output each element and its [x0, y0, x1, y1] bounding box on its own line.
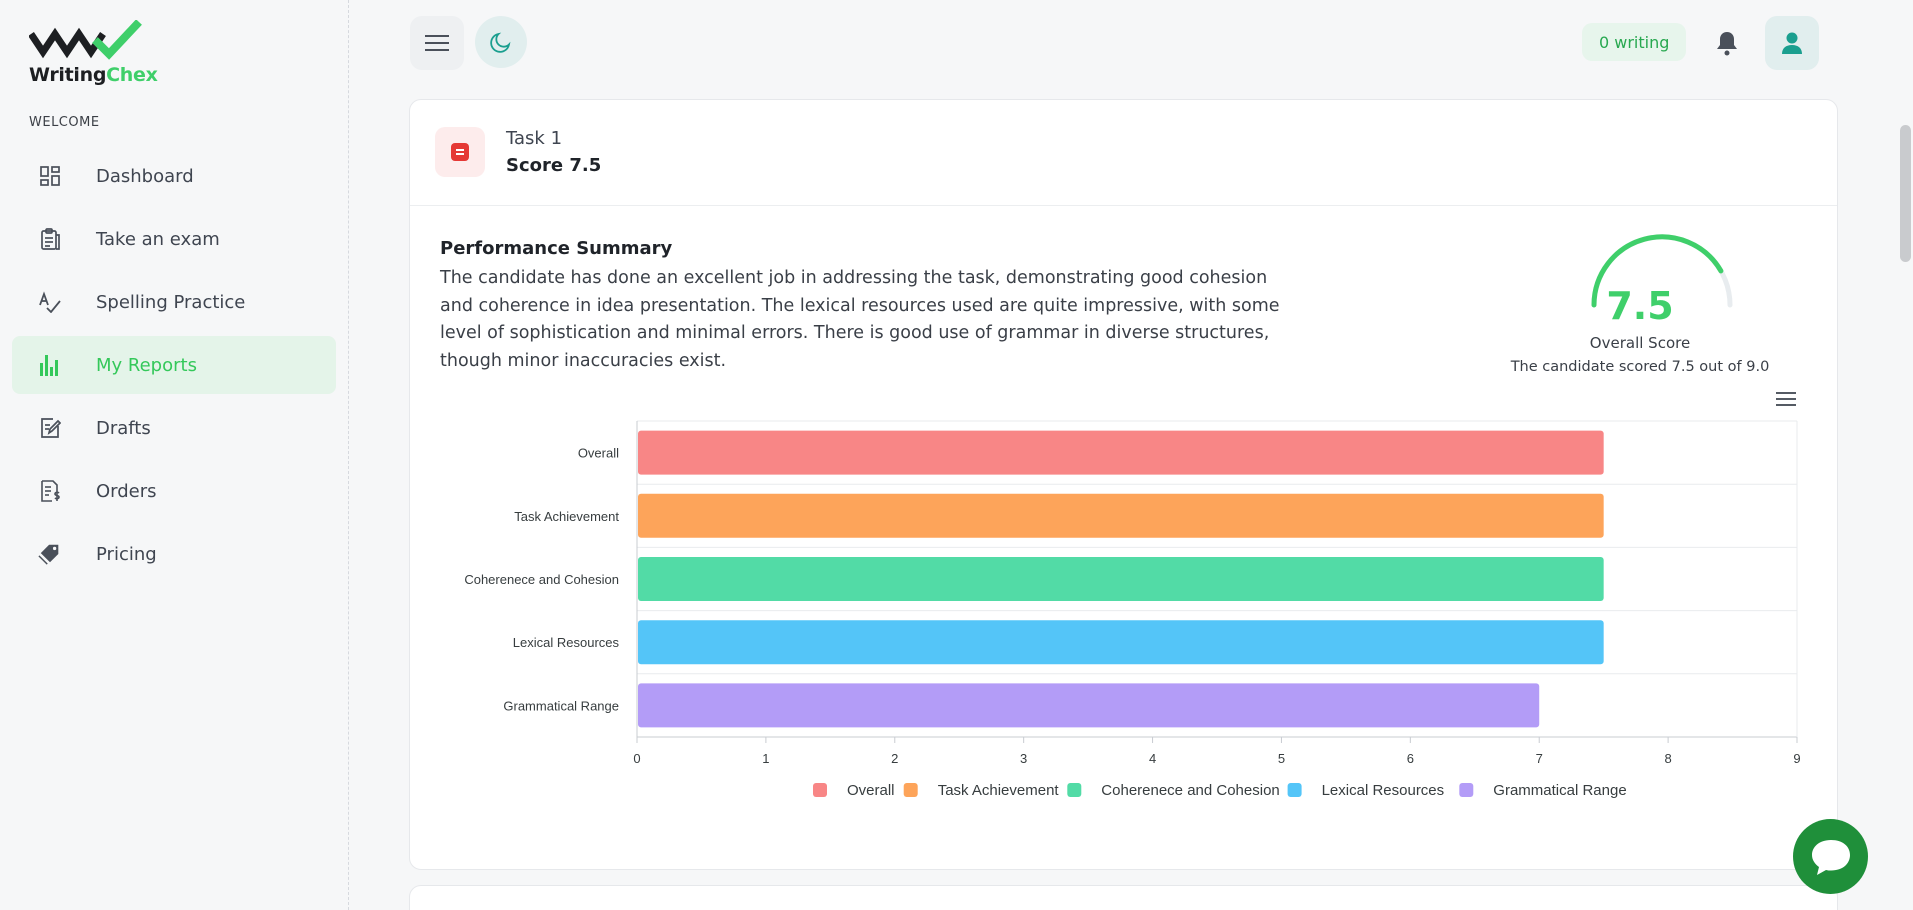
x-tick-label: 8 [1664, 751, 1671, 766]
user-profile-button[interactable] [1765, 16, 1819, 70]
task-icon-badge [435, 127, 485, 177]
brand-name-part2: Chex [106, 64, 158, 86]
overall-score-gauge: 7.5 [1480, 230, 1800, 390]
overall-score-caption: The candidate scored 7.5 out of 9.0 [1510, 359, 1770, 375]
x-tick-label: 9 [1793, 751, 1800, 766]
sidebar-item-take-an-exam[interactable]: Take an exam [12, 210, 336, 268]
sidebar-item-label: Orders [96, 480, 157, 502]
x-tick-label: 6 [1407, 751, 1414, 766]
chat-bubble-icon [1811, 839, 1850, 875]
sidebar: WritingChex WELCOME Dashboard Take an ex… [0, 0, 349, 910]
task-icon [451, 143, 469, 161]
x-tick-label: 7 [1536, 751, 1543, 766]
x-tick-label: 4 [1149, 751, 1156, 766]
legend-label: Lexical Resources [1322, 782, 1445, 799]
user-icon [1782, 32, 1802, 54]
bar-coherenece-and-cohesion [638, 557, 1604, 601]
performance-summary-title: Performance Summary [440, 238, 673, 259]
sidebar-item-drafts[interactable]: Drafts [12, 399, 336, 457]
bar-grammatical-range [638, 683, 1540, 728]
report-card-header: Task 1 Score 7.5 [410, 100, 1837, 206]
bar-overall [638, 430, 1604, 475]
y-tick-label: Grammatical Range [503, 698, 619, 713]
clipboard-icon [38, 227, 62, 251]
sidebar-item-label: Dashboard [96, 165, 194, 187]
legend-marker [1067, 783, 1082, 797]
chart-menu-button[interactable] [1775, 390, 1803, 412]
next-report-card [409, 885, 1838, 910]
task-score: Score 7.5 [506, 155, 602, 176]
sidebar-nav: Dashboard Take an exam Spelling Practice… [12, 147, 336, 588]
legend-label: Overall [847, 782, 895, 799]
sidebar-item-label: Take an exam [96, 228, 220, 250]
overall-score-label: Overall Score [1589, 334, 1691, 352]
sidebar-section-label: WELCOME [29, 115, 100, 130]
page-scrollbar[interactable] [1900, 125, 1911, 262]
writing-count-badge[interactable]: 0 writing [1582, 23, 1687, 61]
edit-note-icon [38, 416, 62, 440]
task-title: Task 1 [506, 128, 563, 149]
sidebar-item-dashboard[interactable]: Dashboard [12, 147, 336, 205]
sidebar-item-label: Pricing [96, 543, 157, 565]
bar-lexical-resources [638, 620, 1604, 665]
sidebar-item-my-reports[interactable]: My Reports [12, 336, 336, 394]
y-tick-label: Task Achievement [514, 509, 619, 524]
legend-label: Task Achievement [938, 782, 1060, 799]
legend-label: Grammatical Range [1493, 782, 1626, 799]
bell-icon [1717, 32, 1737, 56]
x-tick-label: 2 [891, 751, 898, 766]
y-tick-label: Overall [578, 446, 619, 461]
scores-bar-chart: Overall Task Achievement Coherenece and Co… [430, 415, 1820, 835]
x-tick-label: 3 [1020, 751, 1027, 766]
moon-icon [490, 32, 511, 53]
chat-support-button[interactable] [1793, 819, 1868, 894]
spellcheck-icon [38, 290, 62, 314]
sidebar-item-spelling-practice[interactable]: Spelling Practice [12, 273, 336, 331]
receipt-icon [38, 479, 62, 503]
y-tick-label: Lexical Resources [513, 635, 620, 650]
brand-name-part1: Writing [29, 64, 107, 86]
sidebar-item-label: My Reports [96, 354, 197, 376]
bar-chart-icon [38, 353, 62, 377]
legend-marker [813, 783, 827, 797]
gauge-arc [1591, 234, 1733, 308]
y-tick-label: Coherenece and Cohesion [464, 572, 619, 587]
menu-toggle-button[interactable] [410, 16, 464, 70]
sidebar-item-label: Spelling Practice [96, 291, 246, 313]
overall-score-value: 7.5 [1606, 284, 1674, 328]
x-tick-label: 1 [762, 751, 769, 766]
performance-summary-text: The candidate has done an excellent job … [440, 268, 1280, 371]
theme-toggle-button[interactable] [475, 16, 527, 68]
logo-mark-icon [29, 20, 142, 60]
sidebar-item-pricing[interactable]: Pricing [12, 525, 336, 583]
legend-marker [903, 783, 918, 797]
sidebar-item-orders[interactable]: Orders [12, 462, 336, 520]
chart-menu-icon [1776, 392, 1796, 406]
dashboard-icon [38, 164, 62, 188]
x-tick-label: 0 [633, 751, 640, 766]
tag-icon [38, 542, 62, 566]
hamburger-icon [425, 35, 449, 51]
legend-marker [1459, 783, 1474, 797]
brand-name: WritingChex [29, 64, 158, 86]
report-card: Task 1 Score 7.5 Performance Summary The… [409, 99, 1838, 870]
bar-task-achievement [638, 493, 1604, 538]
brand-logo[interactable]: WritingChex [29, 20, 159, 90]
scores-bar-chart-svg: Overall Task Achievement Coherenece and Co… [464, 420, 1801, 799]
legend-label: Coherenece and Cohesion [1101, 782, 1279, 799]
sidebar-item-label: Drafts [96, 417, 151, 439]
notifications-button[interactable] [1700, 16, 1754, 70]
x-tick-label: 5 [1278, 751, 1285, 766]
legend-marker [1287, 783, 1302, 797]
